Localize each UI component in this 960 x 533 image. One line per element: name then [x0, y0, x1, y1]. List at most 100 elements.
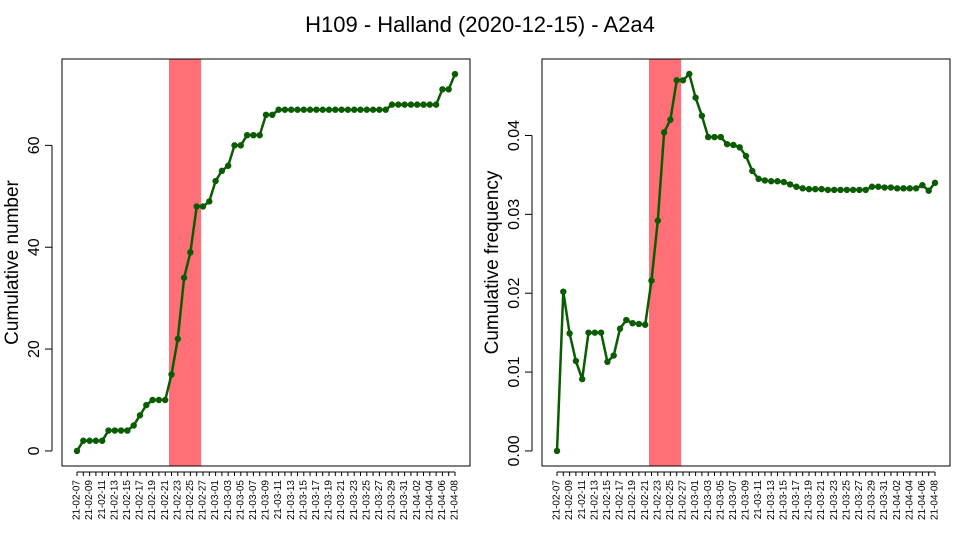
data-point: [742, 152, 750, 160]
data-point: [92, 437, 100, 444]
data-point: [648, 277, 655, 284]
data-point: [591, 329, 598, 336]
x-tick-label: 21-02-07: [552, 480, 563, 520]
data-point: [755, 175, 762, 183]
data-point: [723, 140, 731, 148]
x-tick-label: 21-04-02: [412, 480, 423, 520]
data-point: [698, 112, 706, 119]
x-tick-label: 21-03-31: [879, 480, 890, 520]
data-point: [363, 106, 370, 113]
data-point: [881, 184, 888, 191]
x-tick-label: 21-03-07: [248, 480, 259, 520]
x-tick-label: 21-03-31: [399, 480, 410, 520]
x-tick-label: 21-02-09: [564, 480, 575, 520]
x-tick-label: 21-02-09: [84, 480, 95, 520]
data-point: [212, 177, 219, 185]
x-tick-label: 21-03-07: [728, 480, 739, 520]
data-point: [313, 106, 320, 113]
x-tick-label: 21-04-06: [917, 480, 928, 520]
data-point: [187, 249, 194, 256]
data-point: [686, 70, 693, 78]
data-point: [250, 131, 257, 139]
data-point: [99, 437, 106, 444]
data-point: [319, 106, 326, 113]
x-tick-label: 21-03-23: [349, 480, 360, 520]
data-point: [604, 358, 611, 366]
data-point: [117, 427, 125, 434]
x-tick-label: 21-03-11: [273, 480, 284, 520]
x-tick-label: 21-03-01: [210, 480, 221, 520]
data-point: [623, 316, 630, 324]
series-line: [555, 71, 936, 451]
data-point: [155, 396, 163, 404]
data-point: [143, 401, 150, 409]
x-tick-label: 21-02-23: [172, 480, 183, 520]
data-point: [774, 178, 781, 185]
data-point: [824, 186, 832, 194]
x-tick-label: 21-03-15: [298, 480, 309, 520]
y-tick-label: 0.03: [506, 199, 523, 230]
y-axis-title: Cumulative frequency: [482, 170, 503, 354]
data-point: [912, 185, 920, 192]
data-point: [300, 106, 307, 113]
data-point: [281, 106, 289, 113]
data-point: [812, 185, 819, 193]
data-point: [780, 178, 787, 186]
data-point: [432, 101, 440, 108]
panel: 0.00 0.01 0.02 0.03 0.04 Cumulative frequency…: [482, 58, 951, 520]
x-tick-label: 21-02-27: [678, 480, 689, 520]
data-point: [616, 325, 624, 332]
data-point: [837, 186, 844, 194]
data-point: [761, 177, 769, 184]
x-tick-label: 21-03-29: [387, 480, 398, 520]
x-tick-label: 21-03-05: [715, 480, 726, 520]
data-point: [369, 106, 377, 113]
panel: 0 20 40 60 Cumulative number 21-02-07 21-02-09…: [2, 58, 471, 520]
x-tick-label: 21-04-04: [424, 480, 435, 520]
x-tick-label: 21-02-21: [640, 480, 651, 520]
x-tick-label: 21-02-25: [185, 480, 196, 520]
data-point: [679, 77, 687, 84]
x-tick-label: 21-03-27: [854, 480, 865, 520]
data-point: [736, 144, 743, 151]
x-tick-label: 21-04-02: [892, 480, 903, 520]
data-point: [73, 447, 81, 455]
x-tick-label: 21-02-07: [72, 480, 83, 520]
data-point: [288, 106, 295, 113]
data-point: [420, 101, 427, 108]
data-point: [193, 203, 200, 210]
data-point: [805, 185, 813, 193]
x-tick-label: 21-02-23: [652, 480, 663, 520]
x-tick-label: 21-03-03: [223, 480, 234, 520]
data-point: [306, 106, 314, 113]
data-point: [80, 437, 87, 444]
chart-title: H109 - Halland (2020-12-15) - A2a4: [305, 12, 655, 37]
series-line: [75, 73, 457, 452]
data-point: [136, 412, 144, 419]
data-point: [730, 141, 737, 149]
y-axis-title: Cumulative number: [2, 179, 23, 344]
data-point: [868, 183, 876, 190]
data-point: [862, 186, 869, 194]
x-tick-label: 21-04-04: [904, 480, 915, 520]
data-point: [906, 185, 913, 192]
data-point: [635, 320, 643, 328]
x-tick-label: 21-03-09: [741, 480, 752, 520]
x-tick-label: 21-04-06: [437, 480, 448, 520]
x-tick-label: 21-02-21: [160, 480, 171, 520]
data-point: [149, 396, 156, 404]
data-point: [180, 274, 188, 281]
plot-frame: [61, 58, 471, 467]
y-tick-label: 0.04: [506, 120, 523, 151]
data-point: [105, 427, 112, 434]
x-tick-label: 21-04-08: [930, 480, 941, 520]
data-point: [585, 329, 592, 336]
x-tick-label: 21-03-19: [804, 480, 815, 520]
x-tick-label: 21-02-15: [602, 480, 613, 520]
x-tick-label: 21-03-25: [361, 480, 372, 520]
data-point: [799, 185, 806, 192]
data-point: [843, 186, 850, 194]
y-tick-label: 0.02: [506, 278, 523, 309]
data-point: [206, 198, 213, 205]
